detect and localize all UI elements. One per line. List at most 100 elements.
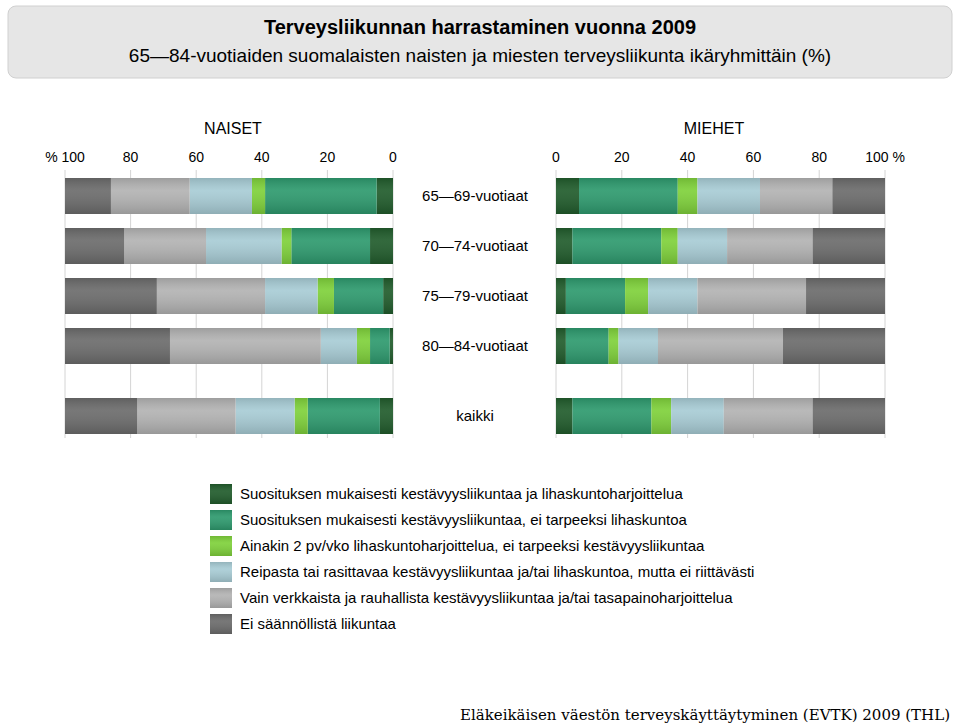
legend-label: Vain verkkaista ja rauhallista kestävyys… [240,589,733,606]
bar-segment [124,228,206,264]
bar-shade [556,328,566,364]
bar-shade [572,228,661,264]
bar-segment [556,278,566,314]
bar-shade [832,178,885,214]
bar-shade [572,398,651,434]
bar-shade [291,228,370,264]
bar-segment [111,178,190,214]
bar-segment [783,328,885,364]
bars [556,178,885,434]
legend-swatch [210,510,232,530]
bar-segment [678,178,698,214]
bar-segment [813,228,885,264]
bar-segment [648,278,697,314]
bar-segment [370,328,390,364]
bar-shade [321,328,357,364]
bar-shade [783,328,885,364]
bar-shade [556,398,572,434]
bar-segment [697,178,760,214]
bar-segment [265,278,317,314]
bar-segment [566,328,609,364]
bar-shade [265,278,317,314]
bar-segment [651,398,671,434]
bar-shade [281,228,291,264]
bar-shade [65,228,124,264]
bar-segment [724,398,813,434]
bar-segment [65,228,124,264]
bar-shade [678,178,698,214]
legend-label: Ei säännöllistä liikuntaa [240,615,397,632]
bar-shade [651,398,671,434]
bar-shade [566,328,609,364]
legend-swatch-shade [210,562,232,582]
tick-label: 40 [254,149,270,165]
category-label: 80—84-vuotiaat [422,337,529,354]
bar-segment [295,398,308,434]
tick-label: 80 [811,149,827,165]
bars [65,178,393,434]
legend-swatch [210,484,232,504]
legend-swatch-shade [210,484,232,504]
bar-shade [308,398,380,434]
panel-title: MIEHET [684,120,745,137]
bar-shade [137,398,235,434]
bar-segment [357,328,370,364]
bar-segment [157,278,265,314]
bar-shade [579,178,678,214]
subtitle: 65—84-vuotiaiden suomalaisten naisten ja… [129,45,831,66]
bar-segment [671,398,724,434]
bar-segment [380,398,393,434]
category-label: kaikki [456,407,494,424]
bar-segment [308,398,380,434]
bar-shade [295,398,308,434]
bar-segment [190,178,252,214]
bar-segment [572,398,651,434]
bar-shade [357,328,370,364]
bar-shade [813,398,885,434]
bar-shade [727,228,813,264]
legend-swatch [210,588,232,608]
bar-segment [813,398,885,434]
bar-segment [383,278,393,314]
bar-shade [265,178,377,214]
bar-segment [252,178,265,214]
bar-shade [760,178,832,214]
bar-shade [390,328,393,364]
bar-shade [190,178,252,214]
category-label: 70—74-vuotiaat [422,237,529,254]
bar-segment [321,328,357,364]
legend-swatch-shade [210,536,232,556]
header-box [8,6,952,78]
bar-segment [265,178,377,214]
bar-shade [671,398,724,434]
panel: MIEHET020406080100 % [552,120,905,438]
bar-segment [390,328,393,364]
bar-segment [556,398,572,434]
bar-segment [727,228,813,264]
bar-shade [625,278,648,314]
bar-shade [813,228,885,264]
bar-shade [236,398,295,434]
bar-segment [832,178,885,214]
bar-shade [370,328,390,364]
bar-segment [170,328,321,364]
bar-segment [137,398,235,434]
bar-shade [380,398,393,434]
bar-shade [157,278,265,314]
bar-shade [206,228,281,264]
bar-segment [566,278,625,314]
tick-label: 0 [552,149,560,165]
bar-segment [609,328,619,364]
bar-shade [124,228,206,264]
bar-segment [572,228,661,264]
legend-swatch-shade [210,588,232,608]
bar-shade [658,328,783,364]
category-label: 75—79-vuotiaat [422,287,529,304]
chart-root: Terveysliikunnan harrastaminen vuonna 20… [0,0,960,727]
bar-shade [648,278,697,314]
bar-segment [65,328,170,364]
legend-swatch-shade [210,510,232,530]
bar-shade [556,178,579,214]
tick-label: 60 [188,149,204,165]
bar-segment [556,228,572,264]
